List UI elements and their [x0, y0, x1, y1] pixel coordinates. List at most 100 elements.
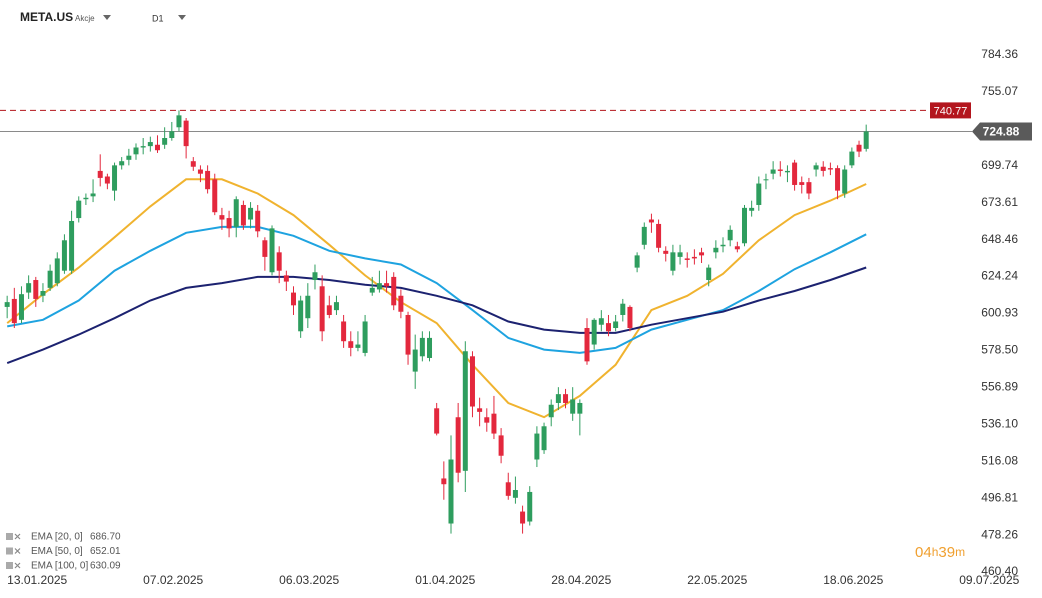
legend-name: EMA [100, 0]	[31, 561, 88, 572]
legend-icon	[6, 562, 13, 569]
ema-line	[6, 266, 867, 365]
candle-body	[641, 226, 647, 245]
candle-body	[527, 491, 533, 522]
candle-body	[312, 272, 318, 281]
candle-body	[133, 147, 139, 155]
candle-body	[283, 275, 289, 282]
legend-value: 686.70	[90, 532, 121, 543]
candle-body	[663, 250, 669, 254]
candle-body	[577, 402, 583, 414]
candle-body	[212, 179, 218, 213]
y-tick-label: 478.26	[981, 527, 1018, 541]
x-tick-label: 07.02.2025	[143, 573, 203, 587]
candle-body	[434, 408, 440, 434]
candle-body	[269, 228, 275, 273]
candle-body	[605, 323, 611, 332]
x-tick-label: 06.03.2025	[279, 573, 339, 587]
candle-body	[348, 341, 354, 348]
overlay: 740.77 724.88 EMA [20, 0] 686.70 EMA [50, 0]…	[6, 102, 1032, 572]
candle-body	[627, 306, 633, 329]
candle-body	[691, 256, 697, 259]
x-tick-label: 18.06.2025	[823, 573, 883, 587]
candle-body	[298, 300, 304, 332]
symbol: META.US	[20, 10, 73, 24]
candle-body	[233, 199, 239, 227]
candle-body	[448, 459, 454, 524]
candle-body	[376, 283, 382, 290]
candle-body	[104, 176, 110, 184]
candle-body	[240, 204, 246, 226]
legend-remove	[14, 562, 21, 569]
candle-body	[276, 252, 282, 271]
candle-body	[61, 240, 67, 271]
x-tick-label: 13.01.2025	[7, 573, 67, 587]
candle-body	[305, 295, 311, 319]
candle-body	[555, 394, 561, 403]
legend-item[interactable]: EMA [20, 0] 686.70	[6, 532, 121, 543]
countdown: 04h39m	[915, 544, 965, 561]
legend-icon	[6, 533, 13, 540]
candle-body	[226, 218, 232, 229]
candle-body	[162, 138, 168, 145]
candle-body	[813, 165, 819, 170]
candle-body	[190, 161, 196, 167]
candle-body	[849, 151, 855, 166]
candle-body	[112, 165, 118, 191]
y-tick-label: 516.08	[981, 453, 1018, 467]
candle-body	[54, 258, 60, 284]
symbol-dropdown[interactable]	[103, 15, 111, 20]
candle-body	[863, 131, 869, 149]
candle-body	[720, 244, 726, 247]
candle-body	[598, 318, 604, 325]
candle-body	[799, 182, 805, 185]
candle-body	[11, 298, 17, 324]
candle-body	[734, 246, 740, 250]
candle-body	[412, 349, 418, 372]
legend-item[interactable]: EMA [50, 0] 652.01	[6, 546, 121, 557]
candle-body	[69, 220, 75, 271]
price-label-box	[972, 122, 1032, 141]
candle-body	[820, 166, 826, 171]
y-tick-label: 600.93	[981, 306, 1018, 320]
interval-dropdown[interactable]	[178, 15, 186, 20]
candle-body	[699, 252, 705, 256]
candle-body	[205, 170, 211, 190]
x-tick-label: 22.05.2025	[687, 573, 747, 587]
candle-body	[469, 356, 475, 407]
candle-body	[33, 280, 39, 299]
candle-body	[97, 170, 103, 178]
candle-body	[26, 283, 32, 293]
candle-body	[670, 252, 676, 271]
y-tick-label: 578.50	[981, 343, 1018, 357]
candle-body	[534, 433, 540, 460]
interval[interactable]: D1	[152, 13, 164, 23]
candle-body	[505, 482, 511, 496]
legend-item[interactable]: EMA [100, 0] 630.09	[6, 561, 121, 572]
candle-body	[713, 247, 719, 253]
legend-remove	[14, 548, 21, 554]
x-tick-label: 09.07.2025	[959, 573, 1019, 587]
candle-body	[835, 168, 841, 191]
candle-body	[76, 200, 82, 219]
candle-body	[219, 215, 225, 220]
y-tick-label: 699.74	[981, 158, 1018, 172]
legend-remove	[14, 533, 21, 540]
header: META.US Akcje D1	[20, 10, 186, 24]
candle-body	[491, 413, 497, 434]
candle-body	[706, 267, 712, 281]
candle-body	[462, 351, 468, 471]
candle-body	[634, 255, 640, 268]
countdown-part: h	[932, 545, 939, 559]
candle-body	[126, 155, 132, 160]
candle-body	[584, 328, 590, 362]
candle-body	[4, 302, 10, 307]
y-tick-label: 556.89	[981, 380, 1018, 394]
candle-body	[613, 321, 619, 329]
candle-body	[806, 182, 812, 194]
y-tick-label: 755.07	[981, 84, 1018, 98]
countdown-part: 39	[938, 544, 955, 561]
candle-body	[777, 169, 783, 171]
candle-body	[548, 404, 554, 418]
legend-icon	[6, 547, 13, 555]
